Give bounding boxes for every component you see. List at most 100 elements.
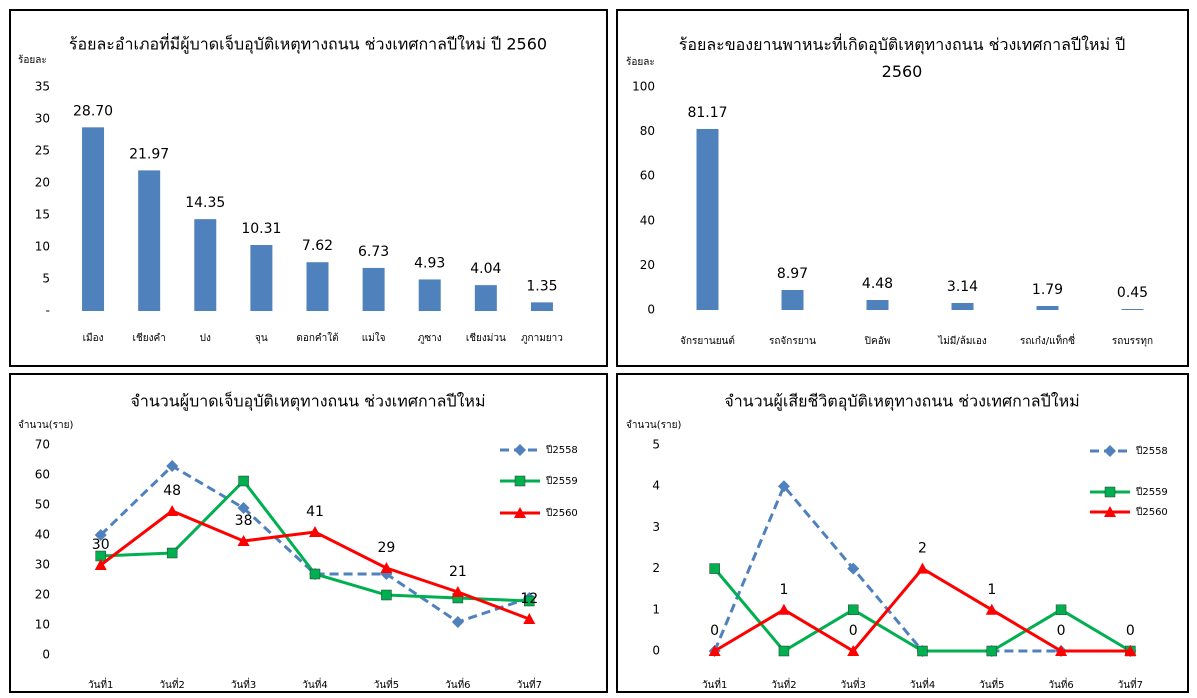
y-axis-label: ร้อยละ [18, 54, 47, 66]
chart-title: ร้อยละของยานพาหนะที่เกิดอุบัติเหตุทางถนน… [679, 33, 1126, 81]
data-label: 4.48 [862, 276, 893, 292]
x-tick-label: ปิคอัพ [864, 336, 890, 347]
title-line: ร้อยละของยานพาหนะที่เกิดอุบัติเหตุทางถนน… [679, 33, 1126, 55]
y-tick-label: 3 [652, 520, 660, 534]
marker [451, 586, 464, 597]
y-tick-label: 0 [647, 303, 655, 317]
bar [250, 245, 273, 311]
y-tick-label: 10 [35, 618, 50, 632]
data-label: 0 [710, 623, 719, 639]
title-line: 2560 [882, 62, 923, 81]
marker [916, 562, 929, 574]
data-label: 0 [1126, 623, 1135, 639]
data-label: 0 [1057, 623, 1066, 639]
marker [708, 645, 721, 656]
y-tick-label: 80 [640, 124, 655, 138]
x-tick-label: รถบรรทุก [1112, 336, 1153, 347]
y-tick-label: 10 [35, 240, 50, 254]
data-label: 41 [306, 504, 324, 520]
x-tick-label: จุน [255, 333, 268, 344]
y-axis-label: ร้อยละ [626, 56, 655, 68]
y-tick-label: 15 [35, 208, 50, 222]
marker [309, 526, 321, 537]
bar [418, 279, 441, 311]
y-tick-label: 2 [652, 561, 660, 575]
x-tick-label: วันที่1 [702, 677, 727, 691]
y-tick-label: 40 [35, 528, 50, 542]
legend-marker [1104, 486, 1116, 498]
x-tick-label: จักรยานยนต์ [680, 335, 735, 347]
legend-marker [514, 475, 526, 487]
marker [238, 475, 249, 487]
y-tick-label: 0 [42, 648, 50, 662]
legend-label: ปี2559 [1135, 486, 1167, 498]
x-tick-label: รถจักรยาน [769, 336, 816, 347]
marker [986, 645, 998, 657]
data-label: 48 [163, 483, 181, 499]
x-tick-label: วันที่4 [910, 677, 935, 691]
marker [777, 480, 790, 493]
x-tick-label: ภูกามยาว [521, 333, 563, 344]
data-label: 2 [918, 541, 927, 557]
x-tick-label: วันที่4 [302, 677, 327, 691]
x-tick-label: วันที่2 [771, 677, 796, 691]
data-label: 28.70 [73, 103, 113, 119]
y-tick-label: 5 [42, 272, 50, 286]
y-axis-label: จำนวน(ราย) [18, 420, 74, 431]
y-tick-label: 60 [35, 468, 50, 482]
marker [166, 505, 179, 516]
x-tick-label: เชียงคำ [133, 332, 166, 344]
data-label: 12 [520, 591, 538, 607]
panel-border [616, 373, 1189, 693]
bar [474, 285, 497, 311]
marker [380, 562, 393, 573]
x-tick-label: วันที่2 [159, 677, 184, 691]
marker [985, 603, 998, 615]
data-label: 14.35 [185, 195, 225, 211]
marker [847, 604, 859, 616]
x-tick-label: วันที่6 [1048, 677, 1073, 691]
data-label: 21.97 [129, 146, 169, 162]
marker [1055, 645, 1068, 656]
bar [530, 302, 553, 311]
marker [1124, 645, 1137, 656]
x-tick-label: ปง [200, 333, 211, 344]
bar [1036, 306, 1059, 310]
chart: จำนวนผู้บาดเจ็บอุบัติเหตุทางถนน ช่วงเทศก… [18, 391, 578, 692]
y-tick-label: 20 [35, 176, 50, 190]
bar [306, 262, 329, 311]
marker [917, 645, 928, 657]
panel-border [616, 9, 1189, 367]
marker [166, 460, 179, 472]
x-tick-label: วันที่6 [445, 677, 470, 691]
marker [709, 563, 720, 574]
bar [82, 127, 105, 311]
y-tick-label: 60 [640, 169, 655, 183]
data-label: 1.79 [1032, 282, 1063, 298]
x-tick-label: เมือง [83, 332, 104, 344]
data-label: 3.14 [947, 279, 978, 295]
y-tick-label: 100 [632, 80, 655, 94]
marker [1055, 604, 1067, 616]
x-tick-label: วันที่3 [841, 677, 866, 691]
bar [362, 267, 385, 311]
y-axis-label: จำนวน(ราย) [626, 420, 682, 431]
x-tick-label: ดอกคำใต้ [296, 332, 338, 344]
series-line [100, 478, 530, 603]
bar [951, 302, 974, 310]
panel-border [9, 373, 608, 693]
series-line [713, 566, 1131, 653]
legend-label: ปี2560 [1135, 506, 1167, 518]
data-label: 6.73 [358, 244, 389, 260]
legend-marker [1104, 445, 1116, 457]
marker [381, 589, 392, 601]
data-label: 1 [779, 582, 788, 598]
marker [524, 595, 535, 607]
marker [309, 568, 321, 580]
x-tick-label: เชียงม่วน [466, 332, 506, 344]
data-label: 10.31 [241, 221, 281, 237]
marker [847, 645, 860, 656]
marker [523, 613, 536, 624]
data-label: 4.04 [470, 261, 501, 277]
